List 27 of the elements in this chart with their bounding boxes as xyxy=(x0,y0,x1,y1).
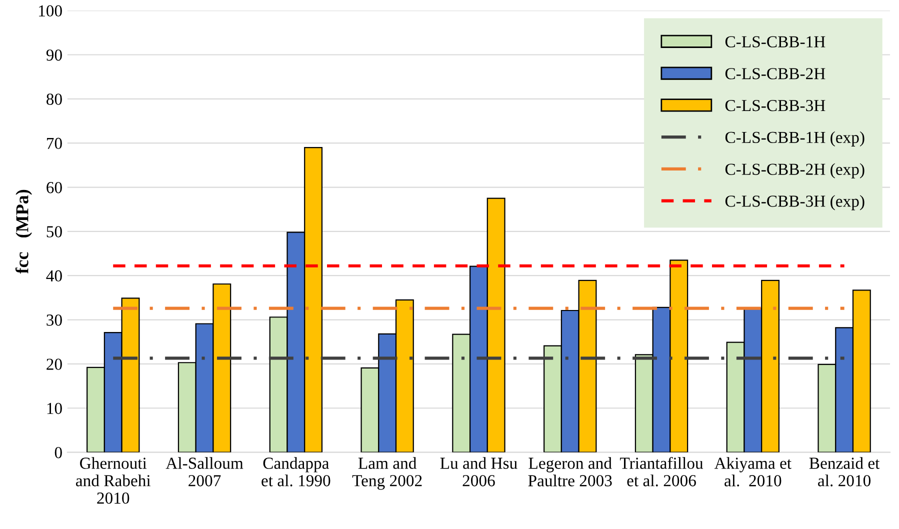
y-tick-label: 80 xyxy=(46,94,62,105)
legend-label: C-LS-CBB-2H (exp) xyxy=(725,163,864,178)
y-tick-label: 0 xyxy=(54,446,62,458)
x-tick-label: Lu and Hsu 2006 xyxy=(440,457,518,486)
x-tick-label: Benzaid et al. 2010 xyxy=(809,457,880,486)
legend-label: C-LS-CBB-3H (exp) xyxy=(725,195,864,210)
x-tick-label: Candappa et al. 1990 xyxy=(262,457,330,486)
x-tick-label: Akiyama et al. 2010 xyxy=(714,457,792,486)
y-tick-label: 100 xyxy=(39,5,62,17)
x-tick-label: Ghernouti and Rabehi 2010 xyxy=(76,457,151,504)
y-tick-label: 40 xyxy=(46,270,62,282)
x-tick-label: Lam and Teng 2002 xyxy=(352,457,422,490)
legend-label: C-LS-CBB-1H xyxy=(725,36,826,48)
y-tick-label: 60 xyxy=(46,182,62,194)
y-tick-label: 70 xyxy=(46,138,62,150)
y-axis-title: fcc (MPa) xyxy=(15,190,32,274)
y-tick-label: 50 xyxy=(46,226,62,238)
legend-label: C-LS-CBB-2H xyxy=(725,68,826,80)
x-tick-label: Triantafillou et al. 2006 xyxy=(620,456,704,486)
y-tick-label: 10 xyxy=(47,402,62,414)
y-tick-label: 90 xyxy=(46,49,62,61)
legend-label: C-LS-CBB-1H (exp) xyxy=(725,131,864,146)
x-tick-label: Legeron and Paultre 2003 xyxy=(528,457,612,486)
y-tick-label: 30 xyxy=(46,314,62,326)
y-tick-label: 20 xyxy=(46,358,62,370)
legend-label: C-LS-CBB-3H xyxy=(725,100,826,112)
x-tick-label: Al-Salloum 2007 xyxy=(166,457,244,486)
